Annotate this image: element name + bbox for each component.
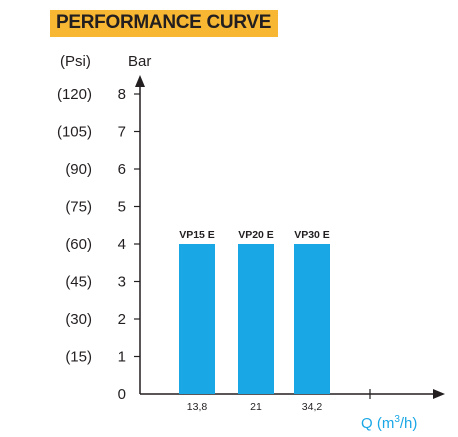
x-axis-label: Q (m3/h): [361, 414, 417, 432]
y-axis-label-bar: Bar: [128, 53, 151, 70]
title-band: [50, 10, 278, 37]
y-tick-label-4: 4: [118, 236, 126, 253]
psi-label-1: (15): [65, 349, 92, 366]
bar-label-1: VP15 E: [179, 229, 215, 241]
psi-label-6: (90): [65, 161, 92, 178]
bar-3: [294, 244, 330, 394]
y-tick-label-5: 5: [118, 199, 126, 216]
y-axis-arrow: [135, 75, 145, 87]
chart-title: PERFORMANCE CURVE: [56, 12, 272, 33]
bars: [179, 244, 330, 394]
bar-2: [238, 244, 274, 394]
y-tick-label-8: 8: [118, 86, 126, 103]
x-tick-label-2: 21: [250, 401, 262, 413]
y-tick-label-7: 7: [118, 124, 126, 141]
y-tick-label-2: 2: [118, 311, 126, 328]
x-axis-label-sup: 3: [394, 414, 400, 425]
x-tick-label-3: 34,2: [302, 401, 323, 413]
x-axis-label-suffix: /h): [400, 415, 418, 432]
y-tick-label-0: 0: [118, 386, 126, 403]
bar-1: [179, 244, 215, 394]
x-axis-arrow: [433, 389, 445, 399]
psi-label-5: (75): [65, 199, 92, 216]
y-tick-label-1: 1: [118, 349, 126, 366]
bar-label-3: VP30 E: [294, 229, 330, 241]
psi-label-7: (105): [57, 124, 92, 141]
y-tick-label-6: 6: [118, 161, 126, 178]
y-axis-label-psi: (Psi): [60, 53, 91, 70]
psi-label-4: (60): [65, 236, 92, 253]
bar-label-2: VP20 E: [238, 229, 274, 241]
psi-label-3: (45): [65, 274, 92, 291]
psi-label-2: (30): [65, 311, 92, 328]
labels: 0 1 2 3 4 5 6 7 8 (15) (30) (45) (60) (75) (90) (105) (1…: [57, 86, 330, 413]
x-axis-label-prefix: Q (m: [361, 415, 394, 432]
y-tick-label-3: 3: [118, 274, 126, 291]
psi-label-8: (120): [57, 86, 92, 103]
x-tick-label-1: 13,8: [187, 401, 208, 413]
